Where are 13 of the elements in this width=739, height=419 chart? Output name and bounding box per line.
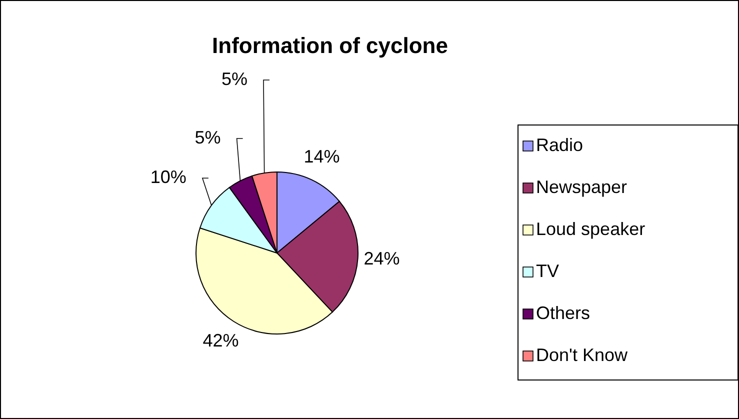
legend-label: Loud speaker xyxy=(536,218,646,239)
legend-label: TV xyxy=(536,260,560,281)
data-label: 24% xyxy=(364,248,400,268)
data-label: 42% xyxy=(202,330,239,350)
legend-label: Don't Know xyxy=(536,344,628,365)
data-label: 10% xyxy=(150,166,186,187)
legend-label: Newspaper xyxy=(536,176,628,197)
data-label: 5% xyxy=(194,127,221,148)
legend-label: Others xyxy=(536,302,590,323)
legend-label: Radio xyxy=(536,134,584,155)
data-label: 14% xyxy=(304,146,340,167)
data-label: 5% xyxy=(221,68,248,89)
chart-title: Information of cyclone xyxy=(212,32,448,58)
